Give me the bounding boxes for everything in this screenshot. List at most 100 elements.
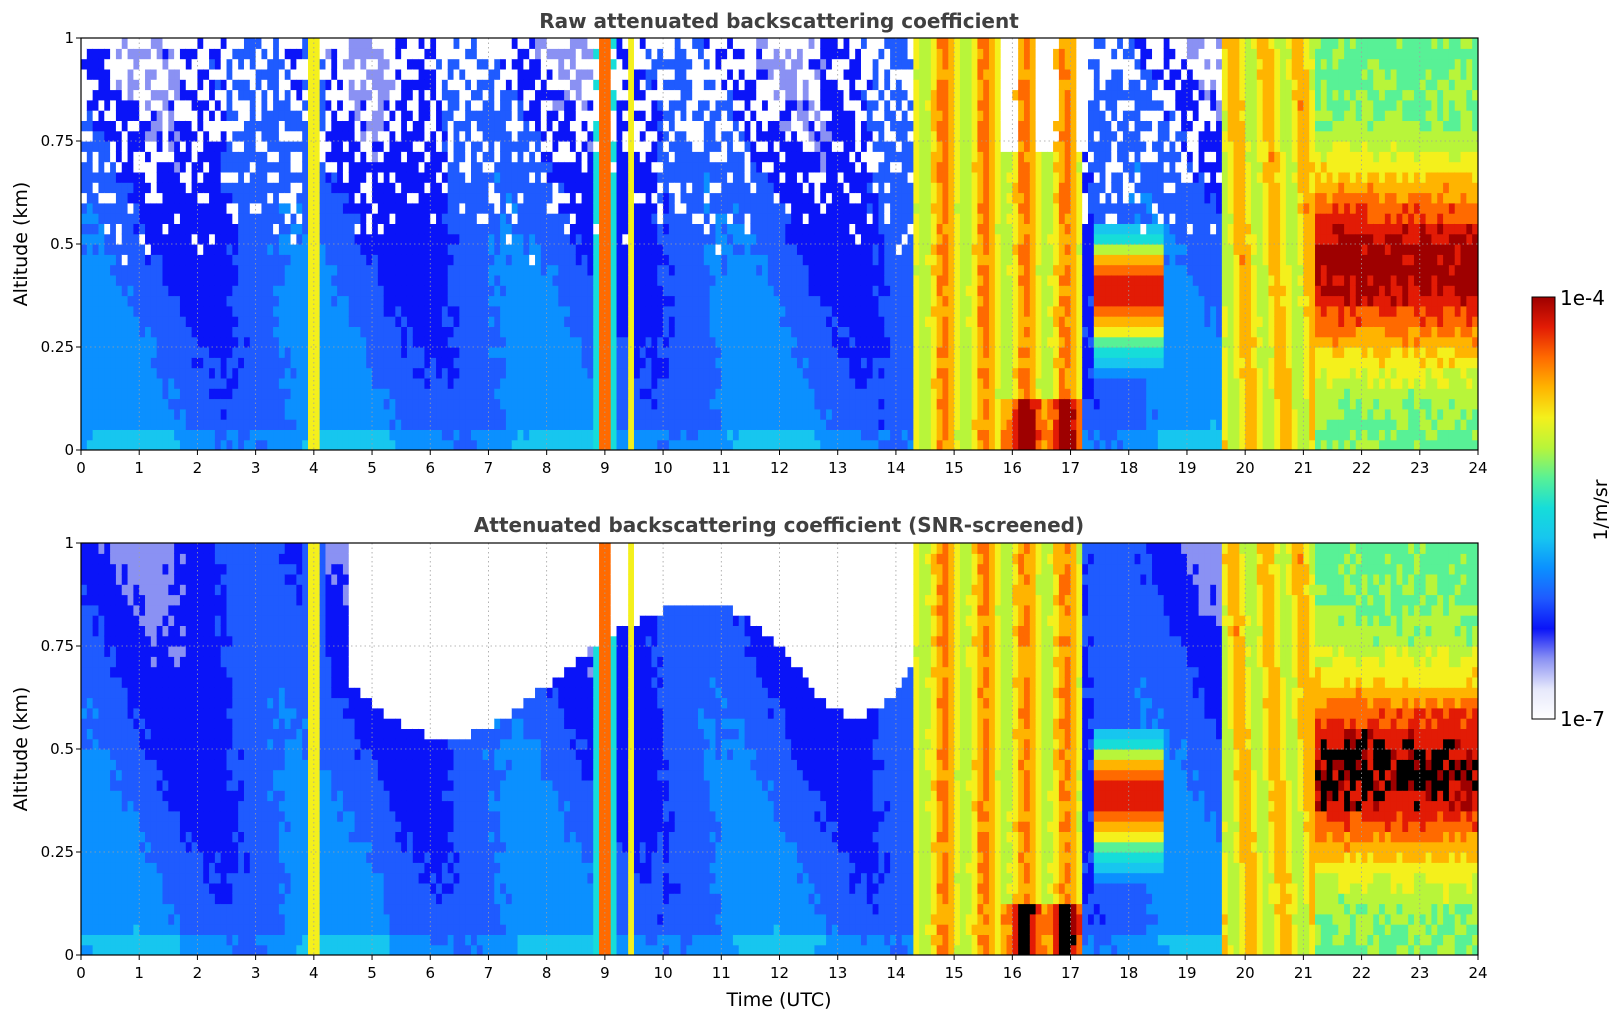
heat-cell xyxy=(604,110,612,121)
heat-cell xyxy=(488,336,495,348)
heat-cell xyxy=(156,316,164,327)
heat-cell xyxy=(465,202,472,214)
heat-cell xyxy=(593,419,600,430)
heat-cell xyxy=(267,120,274,132)
heat-cell xyxy=(773,388,781,400)
heat-cell xyxy=(313,99,321,111)
heat-cell xyxy=(587,429,594,441)
heat-cell xyxy=(383,48,391,60)
heat-cell xyxy=(185,285,193,297)
heat-cell xyxy=(727,58,734,70)
heat-cell xyxy=(372,439,379,450)
heat-cell xyxy=(546,316,554,327)
heat-cell xyxy=(744,89,751,101)
heat-cell xyxy=(488,171,495,183)
heat-cell xyxy=(546,202,554,214)
heat-cell xyxy=(616,336,623,348)
heat-cell xyxy=(296,336,303,348)
heat-cell xyxy=(610,305,618,317)
heat-cell xyxy=(372,419,379,430)
heat-cell xyxy=(296,398,303,410)
heat-cell xyxy=(558,347,565,358)
heat-cell xyxy=(476,182,484,194)
heat-cell xyxy=(139,347,146,358)
heat-cell xyxy=(703,99,711,111)
heat-cell xyxy=(779,408,786,420)
heat-cell xyxy=(628,58,635,70)
heat-cell xyxy=(767,99,775,111)
heat-cell xyxy=(465,419,472,430)
heat-cell xyxy=(616,151,623,163)
heat-cell xyxy=(698,141,705,152)
heat-cell xyxy=(313,89,321,101)
heat-cell xyxy=(744,110,751,121)
heat-cell xyxy=(92,223,100,235)
heat-cell xyxy=(645,398,653,410)
heat-cell xyxy=(599,274,606,286)
heat-cell xyxy=(622,408,629,420)
heat-cell xyxy=(447,161,455,173)
heat-cell xyxy=(191,171,199,183)
heat-cell xyxy=(412,336,420,348)
heat-cell xyxy=(476,58,484,70)
heat-cell xyxy=(220,377,228,389)
heat-cell xyxy=(325,295,332,307)
heat-cell xyxy=(767,202,775,214)
heat-cell xyxy=(278,357,286,369)
heat-cell xyxy=(337,254,344,266)
heat-cell xyxy=(633,99,641,111)
heat-cell xyxy=(278,151,286,163)
heat-cell xyxy=(651,305,658,317)
heat-cell xyxy=(756,58,763,70)
heat-cell xyxy=(698,429,705,441)
heat-cell xyxy=(540,408,548,420)
heat-cell xyxy=(622,58,629,70)
heat-cell xyxy=(203,244,210,255)
heat-cell xyxy=(325,161,332,173)
heat-cell xyxy=(220,429,228,441)
heat-cell xyxy=(459,151,466,163)
heat-cell xyxy=(243,68,251,80)
heat-cell xyxy=(377,161,385,173)
heat-cell xyxy=(162,192,169,204)
heat-cell xyxy=(616,244,623,255)
heat-cell xyxy=(284,110,292,121)
heat-cell xyxy=(424,99,431,111)
heat-cell xyxy=(738,99,746,111)
heat-cell xyxy=(389,285,396,297)
heat-cell xyxy=(645,233,653,245)
heat-cell xyxy=(278,388,286,400)
heat-cell xyxy=(517,336,524,348)
heat-cell xyxy=(791,305,798,317)
heat-cell xyxy=(412,223,420,235)
heat-cell xyxy=(732,151,740,163)
heat-cell xyxy=(796,357,804,369)
heat-cell xyxy=(628,388,635,400)
heat-cell xyxy=(209,130,216,142)
heat-cell xyxy=(267,295,274,307)
heat-cell xyxy=(680,419,687,430)
heat-cell xyxy=(756,408,763,420)
heat-cell xyxy=(308,439,315,450)
heat-cell xyxy=(453,429,460,441)
heat-cell xyxy=(599,408,606,420)
heat-cell xyxy=(366,316,373,327)
heat-cell xyxy=(802,254,810,266)
heat-cell xyxy=(732,419,740,430)
heat-cell xyxy=(238,223,245,235)
heat-cell xyxy=(692,120,699,132)
heat-cell xyxy=(441,264,449,276)
heat-cell xyxy=(779,213,786,224)
heat-cell xyxy=(767,68,775,80)
heat-cell xyxy=(220,130,228,142)
heat-cell xyxy=(721,110,728,121)
heat-cell xyxy=(529,347,536,358)
heat-cell xyxy=(249,233,257,245)
heat-cell xyxy=(150,151,158,163)
heat-cell xyxy=(581,48,589,60)
heat-cell xyxy=(377,38,385,49)
heat-cell xyxy=(418,99,426,111)
heat-cell xyxy=(674,264,682,276)
heat-cell xyxy=(744,254,751,266)
heat-cell xyxy=(686,120,693,132)
